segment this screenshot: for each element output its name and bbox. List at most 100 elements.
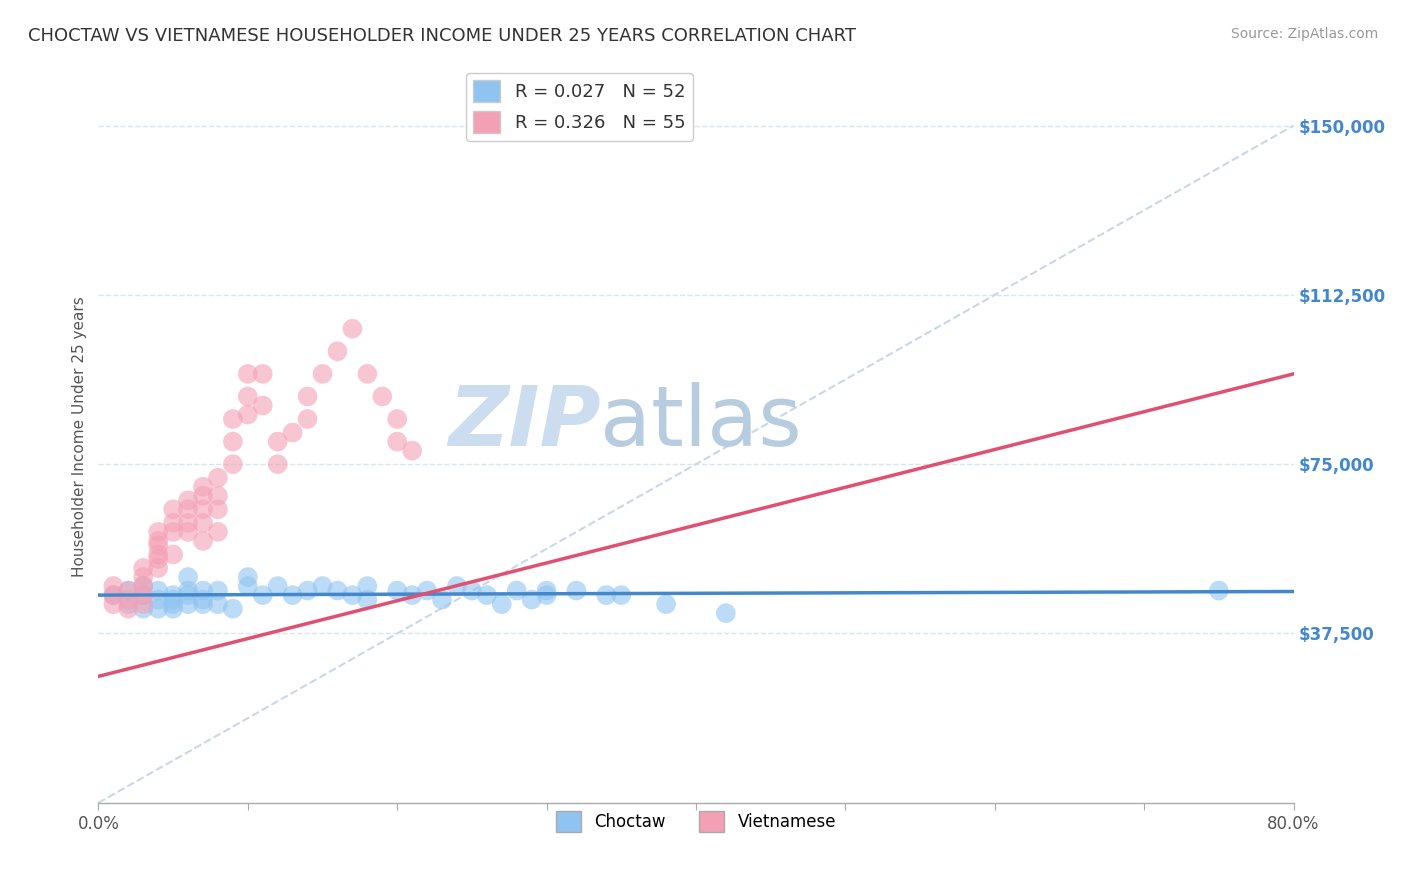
Point <box>162 592 184 607</box>
Text: ZIP: ZIP <box>447 382 600 463</box>
Text: atlas: atlas <box>600 382 801 463</box>
Point <box>565 583 588 598</box>
Point <box>207 524 229 539</box>
Point <box>475 588 498 602</box>
Point <box>132 597 155 611</box>
Point <box>177 588 200 602</box>
Point <box>191 592 214 607</box>
Point <box>191 516 214 530</box>
Point <box>132 579 155 593</box>
Point <box>371 389 394 403</box>
Point <box>117 601 139 615</box>
Text: CHOCTAW VS VIETNAMESE HOUSEHOLDER INCOME UNDER 25 YEARS CORRELATION CHART: CHOCTAW VS VIETNAMESE HOUSEHOLDER INCOME… <box>28 27 856 45</box>
Point <box>267 579 290 593</box>
Point <box>148 561 170 575</box>
Point <box>236 579 259 593</box>
Point <box>162 502 184 516</box>
Point <box>385 434 409 449</box>
Point <box>356 592 378 607</box>
Point <box>222 457 245 471</box>
Point <box>236 408 259 422</box>
Point <box>595 588 617 602</box>
Point <box>222 412 245 426</box>
Point <box>117 597 139 611</box>
Point <box>207 502 229 516</box>
Point <box>236 367 259 381</box>
Point <box>117 583 139 598</box>
Point <box>162 588 184 602</box>
Point <box>326 344 349 359</box>
Point <box>222 601 245 615</box>
Point <box>356 367 378 381</box>
Point <box>207 597 229 611</box>
Point <box>252 399 274 413</box>
Point <box>177 493 200 508</box>
Point <box>401 443 423 458</box>
Point <box>401 588 423 602</box>
Point <box>207 583 229 598</box>
Point <box>103 579 125 593</box>
Point <box>1208 583 1230 598</box>
Point <box>191 597 214 611</box>
Point <box>267 434 290 449</box>
Point <box>506 583 529 598</box>
Point <box>252 367 274 381</box>
Point <box>148 552 170 566</box>
Point <box>297 389 319 403</box>
Point <box>191 480 214 494</box>
Point <box>536 588 558 602</box>
Point <box>191 489 214 503</box>
Point <box>252 588 274 602</box>
Point <box>177 570 200 584</box>
Point <box>222 434 245 449</box>
Point <box>207 489 229 503</box>
Point <box>281 425 304 440</box>
Point <box>267 457 290 471</box>
Point <box>610 588 633 602</box>
Point <box>177 524 200 539</box>
Point <box>385 412 409 426</box>
Point <box>103 597 125 611</box>
Point <box>148 538 170 552</box>
Point <box>430 592 453 607</box>
Point <box>446 579 468 593</box>
Legend: Choctaw, Vietnamese: Choctaw, Vietnamese <box>550 805 842 838</box>
Point <box>177 516 200 530</box>
Point <box>132 588 155 602</box>
Point <box>103 588 125 602</box>
Point <box>191 583 214 598</box>
Point <box>236 570 259 584</box>
Point <box>342 588 364 602</box>
Point <box>177 583 200 598</box>
Point <box>177 502 200 516</box>
Point <box>148 601 170 615</box>
Point <box>132 601 155 615</box>
Point <box>297 583 319 598</box>
Point <box>162 601 184 615</box>
Point <box>714 606 737 620</box>
Point <box>191 533 214 548</box>
Point <box>236 389 259 403</box>
Point <box>162 548 184 562</box>
Point <box>132 588 155 602</box>
Point <box>191 502 214 516</box>
Point <box>491 597 513 611</box>
Point <box>207 471 229 485</box>
Point <box>416 583 439 598</box>
Point <box>177 597 200 611</box>
Point <box>148 548 170 562</box>
Point <box>148 524 170 539</box>
Point <box>148 533 170 548</box>
Text: Source: ZipAtlas.com: Source: ZipAtlas.com <box>1230 27 1378 41</box>
Point <box>148 583 170 598</box>
Point <box>117 592 139 607</box>
Point <box>326 583 349 598</box>
Point <box>461 583 484 598</box>
Point <box>162 516 184 530</box>
Point <box>103 588 125 602</box>
Point <box>311 579 333 593</box>
Point <box>162 524 184 539</box>
Y-axis label: Householder Income Under 25 years: Householder Income Under 25 years <box>72 297 87 577</box>
Point <box>311 367 333 381</box>
Point <box>148 592 170 607</box>
